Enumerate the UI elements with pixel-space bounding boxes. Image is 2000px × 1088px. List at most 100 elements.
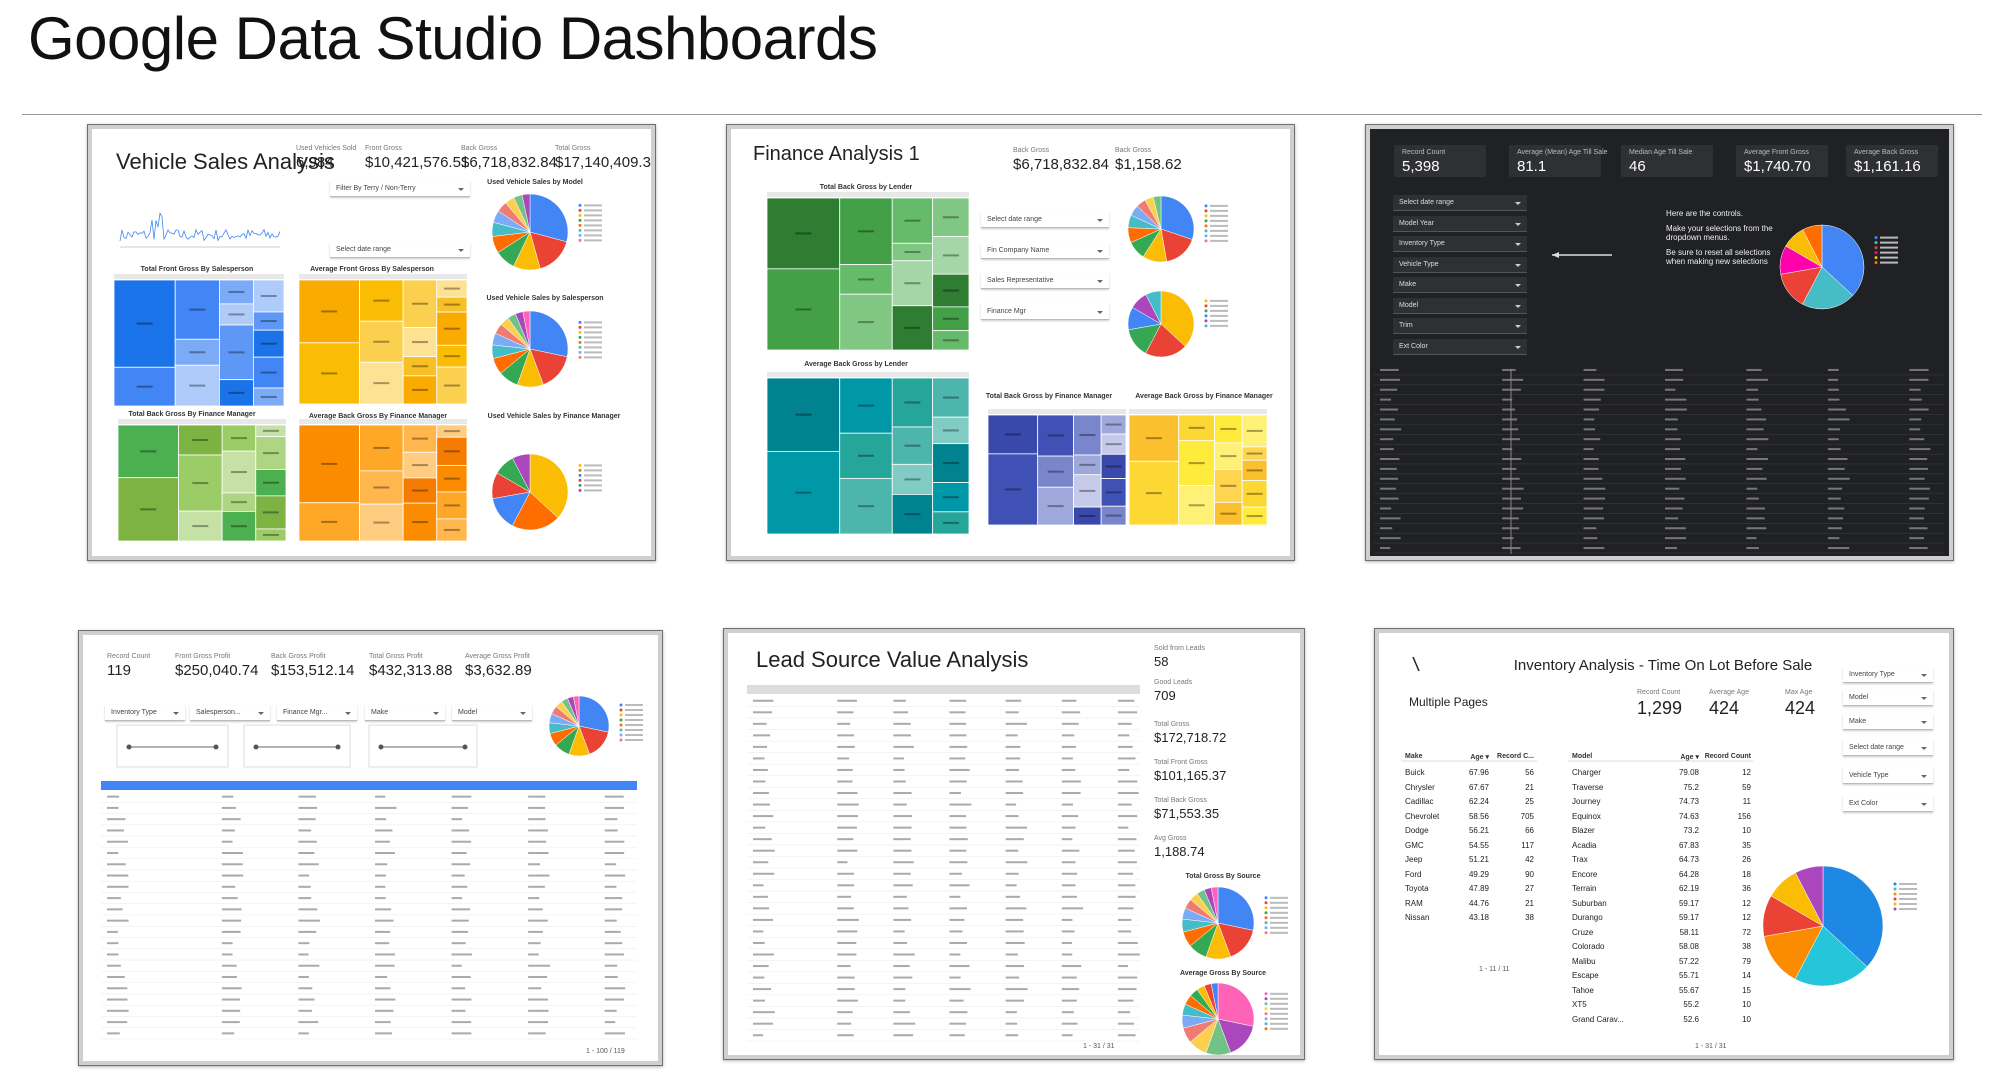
dashboard-thumbnail[interactable]: Record Count 119 Front Gross Profit $250,04… [78, 630, 663, 1066]
dashboard-thumbnail[interactable]: Finance Analysis 1 Back Gross $6,718,832.8… [726, 124, 1295, 561]
dropdown-control[interactable]: Make [365, 705, 445, 721]
dropdown-control[interactable]: Model [1843, 690, 1933, 706]
table-cell-text [107, 987, 128, 990]
dropdown-control[interactable]: Fin Company Name [981, 243, 1109, 259]
table-cell-text [1502, 418, 1518, 421]
treemap-cell [839, 377, 893, 434]
table-cell-text [107, 953, 119, 956]
table-cell: Tahoe [1572, 985, 1594, 995]
table-cell: 38 [1742, 942, 1751, 951]
dropdown-control[interactable]: Model [1393, 297, 1527, 314]
table-cell-text [753, 711, 773, 714]
table-cell-text [1665, 497, 1685, 500]
dropdown-control[interactable]: Sales Representative [981, 273, 1109, 289]
table-cell-text [107, 885, 129, 888]
table-cell-text [753, 988, 772, 991]
dashboard-title: Finance Analysis 1 [753, 143, 920, 165]
table-cell-text [949, 745, 968, 748]
table-cell: 62.24 [1468, 797, 1489, 806]
dropdown-control[interactable]: Select date range [330, 242, 470, 258]
dropdown-control[interactable]: Vehicle Type [1843, 768, 1933, 784]
table-cell: 56.21 [1468, 826, 1489, 835]
dropdown-control[interactable]: Make [1843, 714, 1933, 730]
table-cell-text [221, 1021, 240, 1024]
treemap-label [443, 504, 460, 507]
treemap-label [1246, 515, 1263, 518]
table-cell: 21 [1525, 782, 1534, 792]
treemap-label [904, 326, 921, 329]
dropdown-control[interactable]: Vehicle Type [1393, 256, 1527, 273]
table-cell-text [1502, 368, 1516, 371]
table-cell-text [375, 829, 393, 832]
pie-slice [529, 310, 569, 358]
table-cell-text [1380, 438, 1394, 441]
treemap-label [443, 477, 460, 480]
dropdown-control[interactable]: Select date range [1393, 195, 1527, 211]
legend-dot [578, 473, 582, 477]
legend-dot [578, 325, 582, 329]
legend-text [1270, 916, 1288, 919]
pagination[interactable]: 1 - 11 / 11 [1479, 966, 1510, 973]
legend-dot [1264, 931, 1268, 935]
table-cell-text [753, 849, 775, 852]
table-cell-text [1117, 861, 1137, 864]
treemap-label [904, 401, 921, 404]
treemap-label [189, 308, 206, 311]
dashboard-thumbnail[interactable]: Vehicle Sales Analysis Used Vehicles Sold… [87, 124, 656, 561]
table-cell-text [1005, 1011, 1017, 1014]
table-cell-text [1827, 418, 1850, 421]
table-cell-text [1746, 537, 1757, 540]
dropdown-control[interactable]: Ext Color [1843, 796, 1933, 812]
pagination[interactable]: 1 - 31 / 31 [1695, 1043, 1727, 1050]
dropdown-control[interactable]: Ext Color [1393, 338, 1527, 355]
pagination[interactable]: 1 - 100 / 119 [586, 1048, 625, 1055]
table-cell-text [1061, 792, 1081, 795]
table-cell-text [107, 806, 119, 809]
kpi-label: Sold from Leads [1154, 645, 1205, 652]
table-cell-text [753, 861, 769, 864]
legend-text [625, 704, 643, 706]
kpi-scorecard: Sold from Leads 58 [1154, 645, 1205, 669]
table-cell-text [604, 942, 623, 945]
legend-text [1270, 1002, 1288, 1005]
table-cell-text [1117, 895, 1136, 898]
table-cell: 62.19 [1678, 884, 1699, 893]
dropdown-control[interactable]: Model Year [1393, 215, 1527, 232]
kpi-label: Average Gross Profit [465, 653, 530, 660]
table-cell-text [949, 999, 964, 1002]
dropdown-control[interactable]: Model [452, 705, 532, 721]
dropdown-control[interactable]: Select date range [981, 212, 1109, 228]
dropdown-control[interactable]: Inventory Type [1393, 236, 1527, 252]
dropdown-control[interactable]: Inventory Type [1843, 667, 1933, 683]
table-cell-text [837, 918, 859, 921]
slider-box [243, 724, 351, 768]
dropdown-control[interactable]: Select date range [1843, 740, 1933, 756]
table-cell-text [1380, 408, 1399, 411]
pagination[interactable]: 1 - 31 / 31 [1083, 1043, 1115, 1050]
table-cell-text [604, 987, 626, 990]
dashboard-thumbnail[interactable]: Lead Source Value Analysis Sold from Lead… [723, 628, 1305, 1060]
dropdown-control[interactable]: Filter By Terry / Non-Terry [330, 181, 470, 197]
dashboard-charts [113, 193, 602, 542]
dropdown-control[interactable]: Trim [1393, 318, 1527, 334]
dropdown-control[interactable]: Finance Mgr... [277, 705, 357, 721]
table-cell: 56 [1525, 768, 1534, 777]
dropdown-control[interactable]: Inventory Type [105, 705, 185, 721]
dashboard-thumbnail[interactable]: Inventory Analysis - Time On Lot Before … [1374, 628, 1954, 1060]
table-header: Record Count [1704, 753, 1751, 760]
kpi-scorecard: Total Back Gross $71,553.35 [1154, 797, 1219, 821]
dashboard-thumbnail[interactable]: Record Count 5,398 Average (Mean) Age Till… [1365, 124, 1954, 561]
treemap-label [942, 339, 959, 342]
table-cell-text [949, 895, 961, 898]
table-cell-text [107, 829, 124, 832]
table-cell-text [375, 1021, 391, 1024]
legend-dot [1204, 324, 1208, 328]
treemap-label [411, 341, 428, 344]
dropdown-control[interactable]: Finance Mgr [981, 304, 1109, 320]
table-cell-text [1746, 368, 1762, 371]
dropdown-control[interactable]: Make [1393, 277, 1527, 293]
treemap-cell [117, 424, 179, 479]
table-cell-text [1583, 527, 1597, 530]
legend-dot [1264, 1022, 1268, 1026]
dropdown-control[interactable]: Salesperson... [190, 705, 270, 721]
